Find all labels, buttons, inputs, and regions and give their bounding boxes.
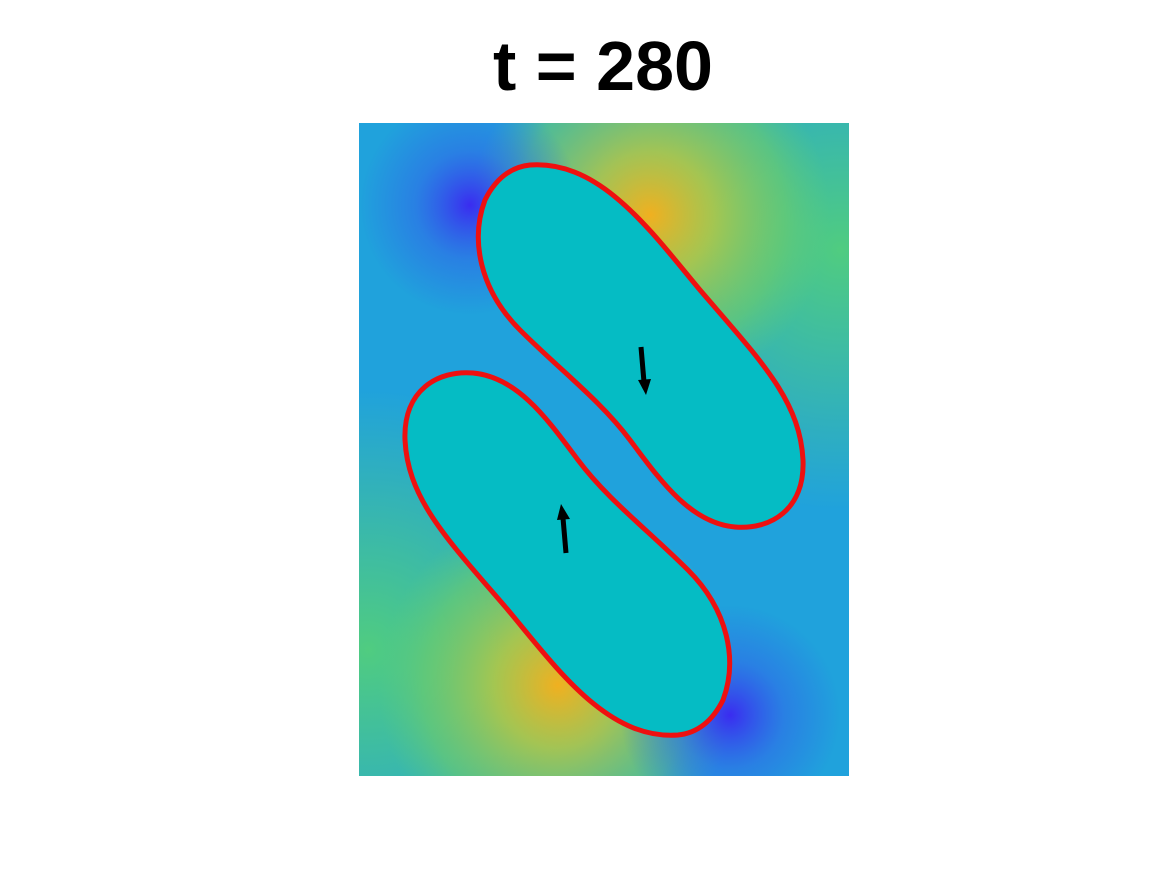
title: t = 280 <box>493 27 713 105</box>
body-upper <box>475 162 806 530</box>
body-lower <box>402 370 733 738</box>
arrow-upper <box>638 346 651 395</box>
arrow-lower <box>557 504 570 554</box>
